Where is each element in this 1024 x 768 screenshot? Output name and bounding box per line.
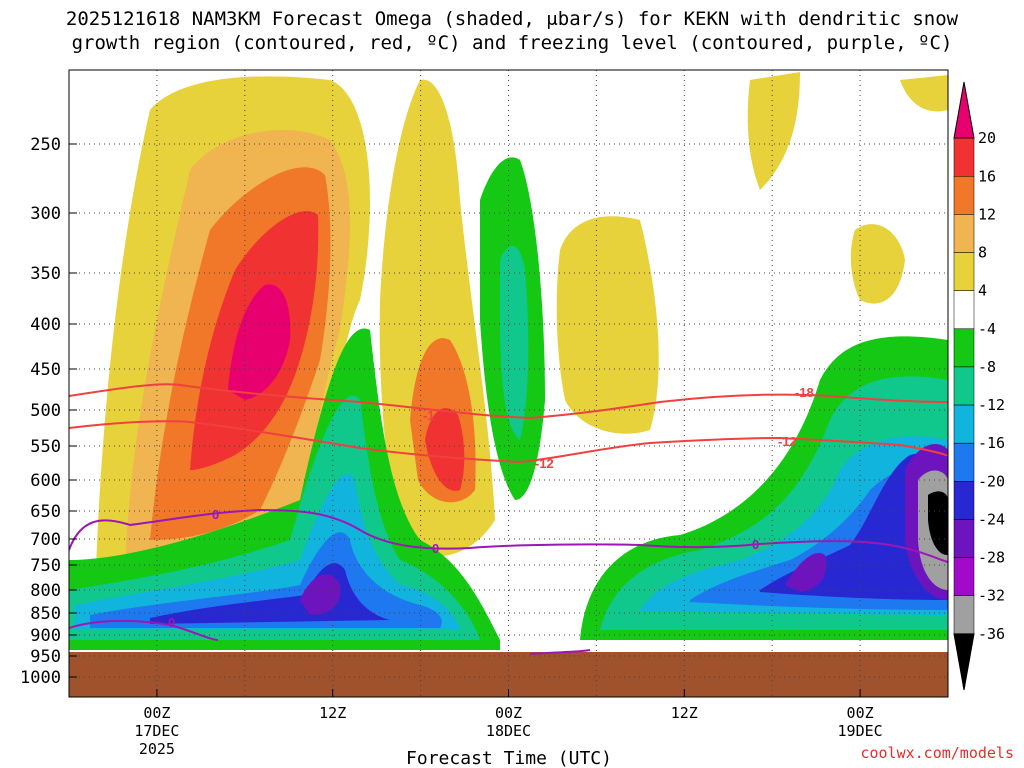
contour-labels: -18 -12 -1 -12 0 0 0 0	[168, 385, 814, 630]
dgz-contour-minus18	[69, 383, 948, 420]
omega-area-red-mid	[425, 408, 465, 491]
y-tick-label-750: 750	[30, 556, 61, 576]
x-tick-year-0: 2025	[139, 740, 175, 758]
y-tick-label-300: 300	[30, 204, 61, 224]
y-tick-label-550: 550	[30, 437, 61, 457]
freeze-label-2: 0	[432, 541, 439, 556]
colorbar-segment-12	[953, 557, 975, 596]
y-tick-label-950: 950	[30, 647, 61, 667]
dgz-label-1: -18	[795, 385, 814, 400]
omega-area-magenta-left	[228, 284, 291, 400]
dgz-contours	[69, 383, 948, 464]
colorbar-label-11: -28	[978, 549, 1005, 567]
colorbar-segment-bottom	[953, 633, 975, 691]
colorbar-segment-4	[953, 252, 975, 291]
freezing-contour-surface	[529, 649, 591, 655]
chart-title-line2: growth region (contoured, red, ºC) and f…	[71, 32, 953, 54]
omega-area-black-right	[928, 491, 948, 556]
freeze-label-1: 0	[212, 507, 219, 522]
dgz-contour-minus12	[69, 420, 948, 464]
x-tick-label-1: 12Z	[319, 704, 346, 722]
x-tick-label-3: 12Z	[671, 704, 698, 722]
y-tick-label-600: 600	[30, 471, 61, 491]
colorbar-label-1: 16	[978, 167, 996, 185]
y-tick-label-800: 800	[30, 581, 61, 601]
colorbar-segment-2	[953, 176, 975, 215]
x-tick-label-2: 00Z	[495, 704, 522, 722]
y-tick-label-850: 850	[30, 604, 61, 624]
y-tick-label-250: 250	[30, 135, 61, 155]
freezing-contour-main	[69, 508, 948, 563]
colorbar-label-3: 8	[978, 244, 987, 262]
colorbar-segment-top	[953, 81, 975, 139]
freeze-label-4: 0	[168, 615, 175, 630]
x-tick-label-4: 00Z	[847, 704, 874, 722]
y-tick-label-350: 350	[30, 264, 61, 284]
colorbar-segment-9	[953, 442, 975, 482]
y-tick-label-500: 500	[30, 401, 61, 421]
colorbar-segment-11	[953, 519, 975, 558]
colorbar-segment-8	[953, 404, 975, 444]
colorbar-label-12: -32	[978, 587, 1005, 605]
colorbar: 20 16 12 8 4 -4 -8 -12 -16 -20 -24 -28 -32 -36	[953, 81, 1005, 691]
y-tick-label-900: 900	[30, 626, 61, 646]
colorbar-label-2: 12	[978, 205, 996, 223]
omega-area-purple-right	[785, 444, 948, 600]
colorbar-label-9: -20	[978, 472, 1005, 490]
omega-area-teal-upper	[500, 246, 529, 440]
colorbar-label-0: 20	[978, 129, 996, 147]
dgz-label-4: -12	[778, 434, 797, 449]
colorbar-segment-5	[953, 290, 975, 330]
dgz-label-3: -1	[423, 408, 435, 423]
freezing-contour-low	[69, 619, 219, 641]
colorbar-label-7: -12	[978, 396, 1005, 414]
colorbar-segment-3	[953, 214, 975, 253]
omega-area-yellow-right4	[900, 75, 948, 112]
freeze-label-3: 0	[752, 537, 759, 552]
freezing-level-contours	[69, 508, 948, 655]
y-tick-label-650: 650	[30, 502, 61, 522]
omega-area-purple-low	[300, 574, 341, 615]
attribution-text: coolwx.com/models	[860, 744, 1014, 762]
y-tick-label-400: 400	[30, 315, 61, 335]
x-tick-date-4: 19DEC	[838, 722, 883, 740]
omega-area-yellow-right3	[850, 224, 905, 304]
colorbar-label-6: -8	[978, 358, 996, 376]
x-tick-date-2: 18DEC	[486, 722, 531, 740]
colorbar-segment-7	[953, 366, 975, 406]
colorbar-segment-6	[953, 328, 975, 368]
x-axis-label: Forecast Time (UTC)	[406, 748, 612, 768]
colorbar-label-4: 4	[978, 282, 987, 300]
omega-area-darkblue-right	[760, 452, 948, 600]
colorbar-label-10: -24	[978, 510, 1005, 528]
colorbar-label-5: -4	[978, 320, 996, 338]
omega-area-yellow-right1	[556, 216, 659, 434]
colorbar-segment-10	[953, 481, 975, 520]
x-tick-date-0: 17DEC	[134, 722, 179, 740]
colorbar-label-13: -36	[978, 625, 1005, 643]
x-tick-label-0: 00Z	[143, 704, 170, 722]
omega-shading	[69, 72, 948, 697]
y-tick-label-450: 450	[30, 360, 61, 380]
y-tick-label-1000: 1000	[20, 668, 61, 688]
colorbar-segment-1	[953, 137, 975, 177]
colorbar-segment-13	[953, 595, 975, 635]
colorbar-label-8: -16	[978, 434, 1005, 452]
y-axis: 2503003504004505005506006507007508008509…	[20, 135, 77, 688]
dgz-label-2: -12	[535, 456, 554, 471]
chart-title-line1: 2025121618 NAM3KM Forecast Omega (shaded…	[65, 8, 959, 30]
omega-area-yellow-right2	[747, 72, 800, 190]
y-tick-label-700: 700	[30, 530, 61, 550]
